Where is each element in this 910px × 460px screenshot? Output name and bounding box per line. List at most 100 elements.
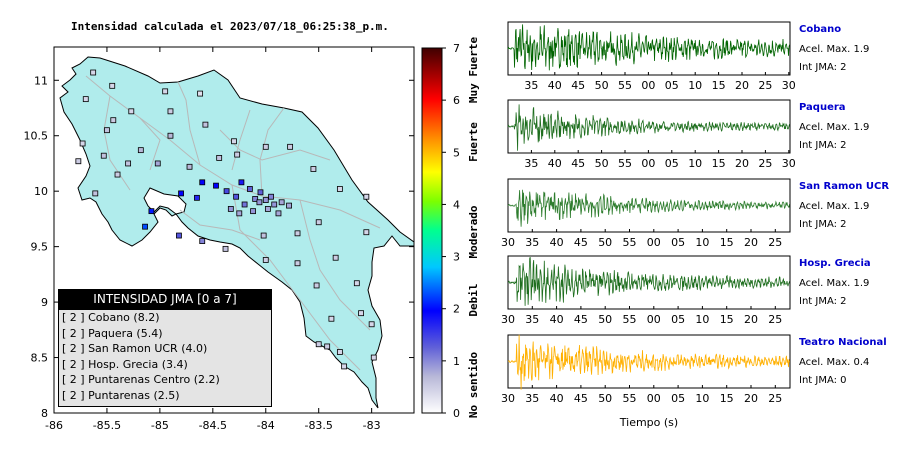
waveform-tick-label: 30 [501, 313, 515, 326]
station-accel-teatro: Acel. Max. 0.4 [799, 357, 870, 368]
waveform-tick-label: 15 [720, 392, 734, 405]
station-marker [110, 117, 117, 124]
station-marker [294, 230, 301, 237]
station-marker [315, 219, 322, 226]
map-title: Intensidad calculada el 2023/07/18_06:25… [71, 20, 389, 33]
station-marker [197, 90, 204, 97]
map-frame [53, 46, 415, 414]
station-name-grecia: Hosp. Grecia [799, 258, 871, 269]
waveform-tick-label: 05 [671, 313, 685, 326]
waveform-tick-label: 20 [744, 392, 758, 405]
map-x-tick-label: -85 [151, 419, 169, 432]
station-marker [199, 238, 206, 244]
waveform-tick-label: 20 [744, 236, 758, 249]
colorbar-category: Moderado [467, 205, 480, 258]
waveform-tick-label: 40 [548, 157, 562, 170]
station-marker [268, 193, 274, 200]
station-marker [353, 280, 360, 287]
map-y-tick-label: 8.5 [31, 352, 49, 365]
waveform-tick-label: 30 [782, 79, 796, 92]
map-y-tick-label: 9.5 [31, 241, 49, 254]
waveform-tick-label: 40 [548, 79, 562, 92]
station-marker [257, 189, 264, 196]
station-jma-cobano: Int JMA: 2 [799, 62, 847, 73]
station-marker [114, 171, 121, 178]
station-marker [286, 202, 292, 209]
waveform-tick-label: 15 [712, 79, 726, 92]
waveform-tick-label: 25 [768, 236, 782, 249]
station-marker [264, 206, 271, 212]
waveform-panel: 35 40 45 50 55 00 05 10 15 20 25 30 [507, 21, 796, 92]
colorbar-tick-label: 2 [453, 303, 460, 316]
colorbar-gradient [421, 47, 443, 414]
waveform-tick-label: 35 [525, 236, 539, 249]
station-jma-teatro: Int JMA: 0 [799, 375, 847, 386]
waveform-tick-label: 25 [758, 79, 772, 92]
station-marker [109, 82, 116, 89]
colorbar-category: No sentido [467, 352, 480, 419]
station-marker [186, 163, 193, 170]
station-marker [79, 140, 86, 147]
station-marker [162, 88, 169, 95]
station-marker [227, 206, 234, 212]
waveform-tick-label: 25 [758, 157, 772, 170]
waveform-tick-label: 45 [574, 313, 588, 326]
station-name-cobano: Cobano [799, 24, 842, 35]
station-marker [82, 96, 89, 103]
waveform-tick-label: 45 [574, 236, 588, 249]
waveform-tick-label: 15 [720, 236, 734, 249]
station-marker [233, 193, 240, 200]
waveform-tick-label: 40 [550, 236, 564, 249]
waveform-tick-label: 15 [720, 313, 734, 326]
station-marker [250, 208, 256, 215]
station-marker [363, 193, 370, 200]
waveform-tick-label: 40 [550, 392, 564, 405]
station-marker [154, 160, 161, 167]
waveform-tick-label: 30 [501, 392, 515, 405]
waveform-tick-label: 10 [695, 392, 709, 405]
station-marker [194, 194, 200, 201]
station-marker [332, 254, 339, 261]
waveform-tick-label: 00 [641, 79, 655, 92]
waveform-trace [507, 24, 790, 71]
waveform-tick-label: 30 [501, 236, 515, 249]
waveform-tick-label: 25 [768, 392, 782, 405]
station-marker [92, 190, 99, 197]
station-accel-grecia: Acel. Max. 1.9 [799, 278, 870, 289]
station-marker [128, 108, 135, 115]
waveform-tick-label: 20 [735, 157, 749, 170]
station-marker [252, 196, 259, 202]
station-marker [262, 197, 269, 203]
legend-title: INTENSIDAD JMA [0 a 7] [58, 289, 272, 309]
station-marker [275, 210, 282, 217]
station-marker [315, 341, 322, 348]
waveform-trace [507, 189, 790, 227]
station-marker [213, 182, 219, 189]
map-x-tick-label: -85.5 [93, 419, 121, 432]
waveform-tick-label: 55 [623, 236, 637, 249]
station-marker [310, 166, 317, 172]
station-marker [75, 158, 82, 165]
waveform-tick-label: 00 [647, 313, 661, 326]
map-x-tick-label: -83.5 [304, 419, 332, 432]
station-marker [246, 186, 253, 192]
waveform-tick-label: 50 [595, 157, 609, 170]
legend-item-puntarenas: [ 2 ] Puntarenas (2.5) [62, 388, 180, 402]
legend-item-grecia: [ 2 ] Hosp. Grecia (3.4) [62, 357, 188, 371]
colorbar-category: Muy Fuerte [467, 37, 480, 104]
map-y-tick-label: 8 [41, 407, 48, 420]
waveform-tick-label: 05 [665, 157, 679, 170]
station-marker [324, 343, 331, 350]
station-marker [238, 179, 245, 186]
colorbar-tick-label: 5 [453, 146, 460, 159]
colorbar-categories: No sentido Debil Moderado Fuerte Muy Fuerte [467, 37, 480, 419]
station-marker [287, 143, 294, 150]
waveform-tick-label: 35 [524, 79, 538, 92]
station-marker [231, 138, 237, 145]
waveform-x-label: Tiempo (s) [619, 416, 679, 429]
waveform-tick-label: 00 [647, 392, 661, 405]
waveform-panel: 30 35 40 45 50 55 00 05 10 15 20 25 [501, 178, 791, 249]
station-accel-san-ramon: Acel. Max. 1.9 [799, 201, 870, 212]
station-marker [262, 257, 269, 263]
waveform-tick-label: 00 [647, 236, 661, 249]
